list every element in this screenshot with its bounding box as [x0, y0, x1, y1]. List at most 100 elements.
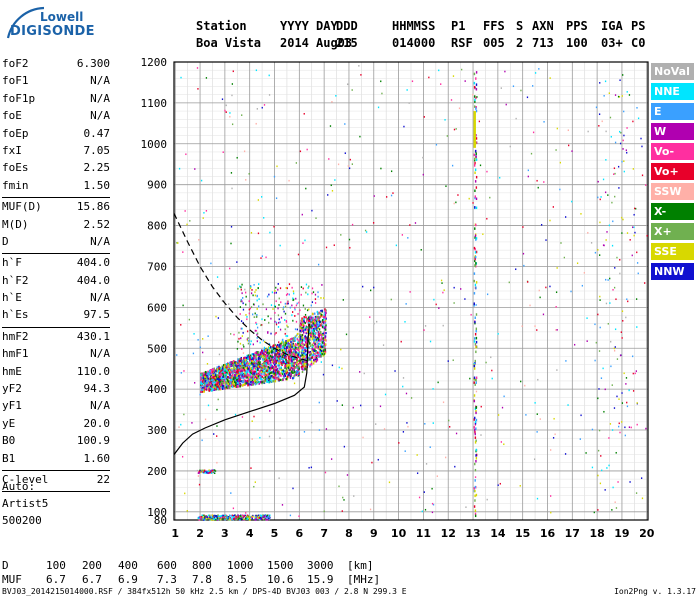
- echo-dot: [211, 381, 213, 385]
- echo-dot: [275, 365, 277, 368]
- echo-dot: [258, 517, 261, 519]
- echo-dot: [293, 298, 295, 301]
- echo-dot: [532, 85, 534, 87]
- echo-dot: [238, 382, 241, 385]
- echo-dot: [230, 518, 233, 521]
- echo-dot: [256, 108, 258, 110]
- echo-dot: [261, 375, 264, 378]
- echo-dot: [240, 516, 242, 519]
- echo-dot: [299, 361, 301, 364]
- echo-dot: [309, 365, 311, 368]
- echo-dot: [453, 128, 456, 131]
- echo-dot: [274, 359, 276, 362]
- echo-dot: [186, 223, 188, 226]
- echo-dot: [292, 342, 295, 345]
- echo-dot: [636, 262, 639, 264]
- echo-dot: [311, 344, 313, 347]
- echo-dot: [253, 316, 255, 319]
- echo-dot: [247, 354, 250, 357]
- echo-dot: [236, 363, 239, 366]
- x-tick-label: 6: [295, 527, 303, 540]
- echo-dot: [247, 342, 250, 345]
- echo-dot: [216, 461, 218, 464]
- echo-dot: [256, 332, 259, 335]
- param-row: hmF1 N/A: [2, 345, 110, 362]
- echo-dot: [242, 352, 245, 354]
- echo-dot: [555, 329, 557, 331]
- echo-dot: [303, 364, 306, 367]
- echo-dot: [240, 372, 242, 375]
- echo-dot: [265, 308, 268, 311]
- echo-dot: [275, 353, 278, 356]
- echo-dot: [269, 368, 272, 371]
- echo-dot: [641, 497, 644, 500]
- echo-dot: [469, 377, 471, 380]
- echo-dot: [301, 364, 304, 368]
- echo-dot: [559, 188, 561, 191]
- echo-dot: [545, 286, 547, 289]
- header-label-6: FFS: [483, 19, 505, 33]
- echo-dot: [259, 341, 261, 344]
- echo-dot: [335, 94, 337, 97]
- echo-dot: [228, 303, 230, 305]
- echo-dot: [587, 231, 589, 234]
- echo-dot: [268, 374, 271, 378]
- echo-dot: [474, 428, 476, 432]
- echo-dot: [490, 356, 492, 359]
- echo-dot: [237, 366, 240, 369]
- echo-dot: [298, 355, 300, 358]
- echo-dot: [266, 379, 268, 382]
- echo-dot: [255, 375, 258, 378]
- echo-dot: [292, 364, 294, 367]
- echo-dot: [455, 201, 457, 204]
- echo-dot: [622, 320, 624, 322]
- echo-dot: [215, 383, 218, 386]
- echo-dot: [301, 367, 303, 370]
- echo-dot: [323, 314, 325, 316]
- echo-dot: [312, 332, 314, 335]
- echo-dot: [285, 367, 288, 370]
- param-row: foEs 2.25: [2, 159, 110, 176]
- echo-dot: [243, 374, 246, 378]
- echo-dot: [270, 364, 272, 367]
- echo-dot: [245, 361, 248, 364]
- echo-dot: [501, 406, 504, 409]
- echo-dot: [236, 261, 238, 263]
- echo-dot: [285, 348, 288, 351]
- echo-dot: [299, 342, 302, 345]
- echo-dot: [321, 284, 323, 286]
- echo-dot: [316, 336, 319, 339]
- echo-dot: [311, 421, 313, 424]
- echo-dot: [473, 272, 476, 275]
- echo-dot: [301, 352, 304, 355]
- param-row: h`Es 97.5: [2, 306, 110, 323]
- echo-dot: [235, 515, 237, 518]
- echo-dot: [523, 264, 525, 267]
- param-name: yF2: [2, 382, 22, 396]
- echo-dot: [261, 354, 264, 357]
- echo-dot: [283, 310, 285, 313]
- logo-lowell: Lowell: [40, 10, 84, 24]
- echo-dot: [317, 339, 320, 342]
- param-row: M(D) 2.52: [2, 216, 110, 233]
- x-tick-label: 13: [465, 527, 480, 540]
- echo-dot: [619, 258, 621, 261]
- echo-dot: [621, 95, 623, 97]
- echo-dot: [247, 355, 249, 358]
- echo-dot: [228, 382, 230, 386]
- echo-dot: [241, 363, 244, 366]
- param-row: C-level 22: [2, 471, 110, 488]
- echo-dot: [294, 337, 296, 340]
- echo-dot: [631, 355, 634, 358]
- echo-dot: [222, 514, 224, 517]
- echo-dot: [406, 89, 408, 91]
- echo-dot: [468, 197, 470, 200]
- echo-dot: [275, 197, 278, 200]
- echo-dot: [293, 354, 295, 357]
- echo-dot: [595, 341, 597, 344]
- echo-dot: [315, 354, 318, 357]
- echo-dot: [316, 358, 318, 361]
- echo-dot: [215, 375, 217, 378]
- echo-dot: [176, 242, 178, 244]
- echo-dot: [210, 470, 212, 472]
